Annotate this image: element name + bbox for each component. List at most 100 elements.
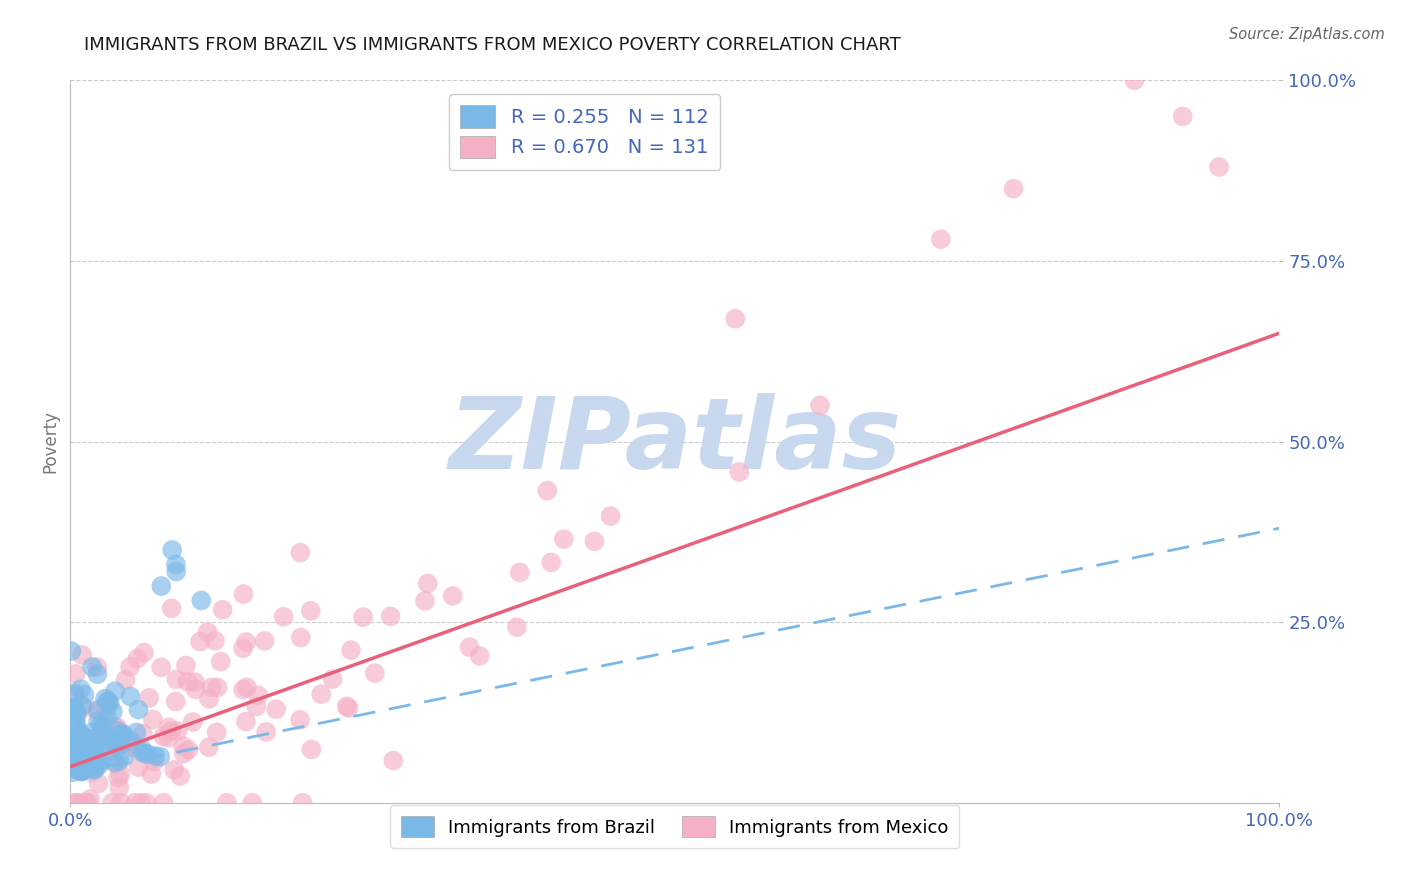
Point <box>104 684 127 698</box>
Point <box>82 765 104 780</box>
Point <box>69 757 91 772</box>
Point <box>198 740 221 755</box>
Point <box>724 311 747 326</box>
Point <box>97 694 120 708</box>
Point <box>94 702 117 716</box>
Point <box>458 640 481 654</box>
Point <box>143 755 166 769</box>
Point <box>63 761 86 775</box>
Point <box>80 756 103 770</box>
Point <box>87 714 110 729</box>
Point <box>63 762 86 776</box>
Point <box>70 699 93 714</box>
Point <box>101 796 124 810</box>
Point <box>165 558 187 572</box>
Point <box>104 756 127 770</box>
Point <box>86 660 108 674</box>
Point <box>599 509 621 524</box>
Point <box>169 769 191 783</box>
Point <box>107 722 129 736</box>
Point <box>87 751 110 765</box>
Point <box>232 587 254 601</box>
Point <box>62 758 84 772</box>
Point <box>184 682 207 697</box>
Point <box>198 691 221 706</box>
Point <box>165 565 187 579</box>
Point <box>60 754 83 768</box>
Y-axis label: Poverty: Poverty <box>41 410 59 473</box>
Point <box>124 796 146 810</box>
Point <box>110 738 132 752</box>
Point <box>181 714 204 729</box>
Point <box>70 727 93 741</box>
Point <box>157 731 180 745</box>
Point <box>90 754 112 768</box>
Point <box>60 744 83 758</box>
Point <box>253 634 276 648</box>
Point <box>69 731 91 746</box>
Point <box>59 756 82 770</box>
Point <box>190 593 212 607</box>
Point <box>536 483 558 498</box>
Point <box>75 700 97 714</box>
Point <box>73 743 96 757</box>
Point <box>84 760 107 774</box>
Point <box>141 767 163 781</box>
Point <box>79 761 101 775</box>
Point <box>468 648 491 663</box>
Point <box>89 732 111 747</box>
Point <box>87 703 110 717</box>
Point <box>150 660 173 674</box>
Point <box>62 765 84 780</box>
Point <box>60 734 83 748</box>
Point <box>201 681 224 695</box>
Point <box>364 666 387 681</box>
Point <box>65 716 87 731</box>
Point <box>82 660 104 674</box>
Point <box>184 675 207 690</box>
Point <box>380 609 402 624</box>
Point <box>80 731 103 746</box>
Point <box>160 601 183 615</box>
Point <box>160 542 183 557</box>
Point <box>173 747 195 761</box>
Point <box>112 749 135 764</box>
Point <box>322 672 344 686</box>
Point <box>75 743 97 757</box>
Point <box>808 398 831 412</box>
Point <box>143 748 166 763</box>
Point <box>309 687 332 701</box>
Point <box>245 699 267 714</box>
Point <box>66 738 89 752</box>
Point <box>101 705 124 719</box>
Point <box>66 753 89 767</box>
Point <box>62 732 84 747</box>
Point <box>104 737 127 751</box>
Point <box>67 725 90 739</box>
Point <box>177 743 200 757</box>
Point <box>290 546 312 560</box>
Point <box>236 681 259 695</box>
Point <box>70 757 93 772</box>
Point <box>90 723 112 737</box>
Point <box>165 694 187 708</box>
Point <box>176 674 198 689</box>
Point <box>929 232 952 246</box>
Point <box>60 736 83 750</box>
Point <box>205 725 228 739</box>
Point <box>65 737 87 751</box>
Point <box>340 643 363 657</box>
Point <box>62 755 84 769</box>
Point <box>165 673 187 687</box>
Point <box>108 754 131 768</box>
Point <box>152 796 174 810</box>
Point <box>62 756 84 771</box>
Point <box>60 644 83 658</box>
Point <box>132 726 155 740</box>
Point <box>553 532 575 546</box>
Point <box>77 742 100 756</box>
Point <box>69 682 91 697</box>
Point <box>87 758 110 772</box>
Point <box>63 796 86 810</box>
Point <box>207 681 229 695</box>
